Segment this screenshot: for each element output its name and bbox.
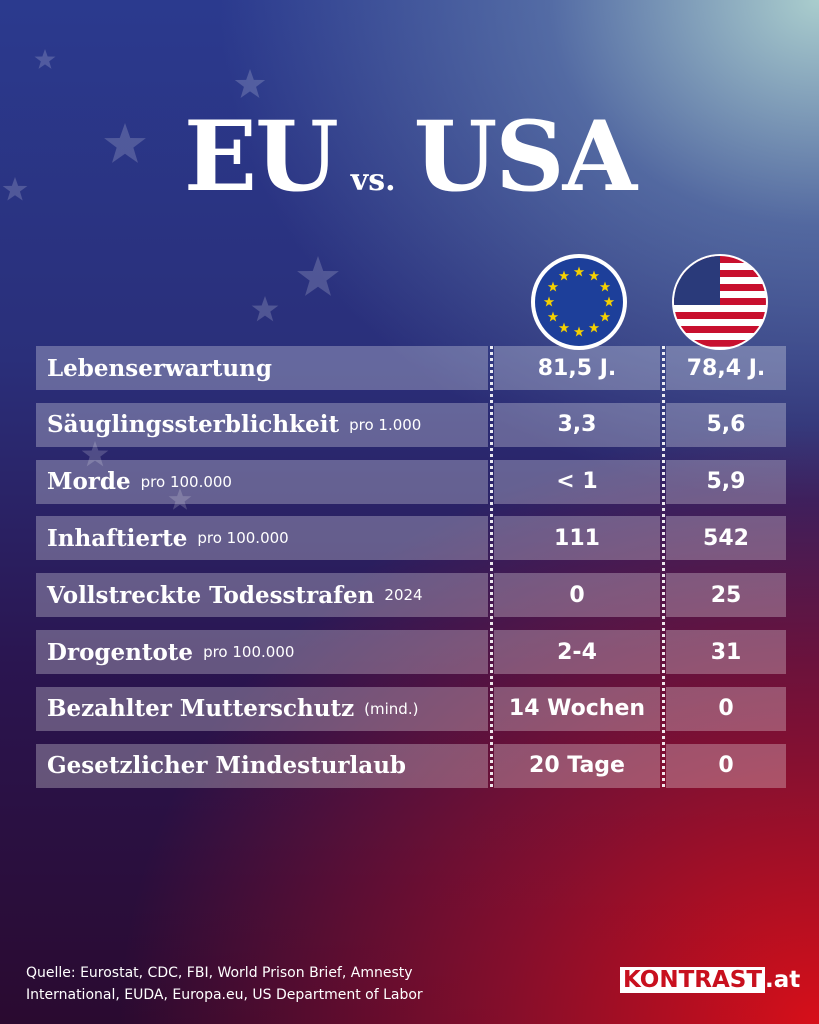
separator <box>662 346 665 787</box>
row-note: 2024 <box>384 586 423 605</box>
row-label-text: Bezahlter Mutterschutz <box>47 695 355 723</box>
eu-value-text: 20 Tage <box>529 753 625 779</box>
usa-value: 78,4 J. <box>666 346 786 390</box>
usa-value: 31 <box>666 630 786 674</box>
row-label-text: Lebenserwartung <box>47 354 272 382</box>
row-label-text: Vollstreckte Todesstrafen <box>47 581 375 609</box>
row-label-text: Drogentote <box>47 638 194 666</box>
table-row: Bezahlter Mutterschutz (mind.) 14 Wochen 0 <box>36 686 786 731</box>
usa-value: 0 <box>666 686 786 731</box>
logo-suffix: .at <box>765 967 801 993</box>
row-note: pro 100.000 <box>197 529 289 548</box>
eu-value: 20 Tage <box>494 743 660 788</box>
usa-value: 5,6 <box>666 402 786 447</box>
usa-value-text: 0 <box>718 696 734 722</box>
usa-value: 5,9 <box>666 459 786 504</box>
table-row: Inhaftierte pro 100.000 111 542 <box>36 516 786 561</box>
row-note: pro 100.000 <box>203 643 295 661</box>
eu-value: 81,5 J. <box>494 346 660 390</box>
eu-value: 3,3 <box>494 402 660 447</box>
usa-value-text: 0 <box>718 753 734 779</box>
row-label: Inhaftierte pro 100.000 <box>36 516 488 561</box>
eu-value: 111 <box>494 516 660 561</box>
eu-value-text: 2-4 <box>557 639 597 665</box>
usa-value-text: 25 <box>710 582 742 608</box>
table-row: Lebenserwartung 81,5 J. 78,4 J. <box>36 346 786 390</box>
row-label: Drogentote pro 100.000 <box>36 630 488 674</box>
usa-value-text: 78,4 J. <box>686 355 766 381</box>
eu-value-text: 14 Wochen <box>508 696 646 722</box>
separator <box>490 346 493 787</box>
row-label-text: Gesetzlicher Mindesturlaub <box>47 752 406 780</box>
row-label: Lebenserwartung <box>36 346 488 390</box>
table-row: Säuglingssterblichkeit pro 1.000 3,3 5,6 <box>36 402 786 447</box>
usa-value: 25 <box>666 573 786 618</box>
row-note: (mind.) <box>364 699 419 718</box>
row-label: Vollstreckte Todesstrafen 2024 <box>36 573 488 618</box>
row-label-text: Inhaftierte <box>47 524 188 552</box>
usa-value-text: 31 <box>710 639 742 665</box>
usa-value: 0 <box>666 743 786 788</box>
source-line: International, EUDA, Europa.eu, US Depar… <box>26 987 423 1003</box>
eu-value-text: 81,5 J. <box>537 355 617 381</box>
row-note: pro 100.000 <box>140 472 232 491</box>
eu-value-text: < 1 <box>556 469 598 495</box>
row-label-text: Säuglingssterblichkeit <box>47 411 340 439</box>
source-line: Quelle: Eurostat, CDC, FBI, World Prison… <box>26 965 413 981</box>
row-label: Morde pro 100.000 <box>36 459 488 504</box>
title-usa: USA <box>413 100 638 213</box>
table-row: Morde pro 100.000 < 1 5,9 <box>36 459 786 504</box>
eu-flag <box>531 254 627 350</box>
table-row: Drogentote pro 100.000 2-4 31 <box>36 630 786 674</box>
eu-value: 2-4 <box>494 630 660 674</box>
eu-value-text: 0 <box>569 582 585 608</box>
row-label-text: Morde <box>47 468 131 496</box>
usa-value-text: 542 <box>703 525 749 551</box>
us-flag <box>672 254 768 350</box>
usa-value-text: 5,6 <box>706 412 746 438</box>
logo: KONTRAST .at <box>620 967 800 993</box>
eu-value-text: 3,3 <box>557 412 597 438</box>
logo-main: KONTRAST <box>620 967 766 993</box>
row-note: pro 1.000 <box>349 415 422 434</box>
row-label: Bezahlter Mutterschutz (mind.) <box>36 686 488 731</box>
source: Quelle: Eurostat, CDC, FBI, World Prison… <box>26 962 423 1006</box>
title-vs: vs. <box>350 163 396 198</box>
title-eu: EU <box>183 100 339 213</box>
title: EU vs. USA <box>0 100 819 213</box>
table-row: Gesetzlicher Mindesturlaub 20 Tage 0 <box>36 743 786 788</box>
eu-value-text: 111 <box>554 525 600 551</box>
usa-value-text: 5,9 <box>706 469 746 495</box>
eu-value: 0 <box>494 573 660 618</box>
usa-value: 542 <box>666 516 786 561</box>
eu-value: 14 Wochen <box>494 686 660 731</box>
eu-value: < 1 <box>494 459 660 504</box>
row-label: Säuglingssterblichkeit pro 1.000 <box>36 402 488 447</box>
row-label: Gesetzlicher Mindesturlaub <box>36 743 488 788</box>
table-row: Vollstreckte Todesstrafen 2024 0 25 <box>36 573 786 618</box>
